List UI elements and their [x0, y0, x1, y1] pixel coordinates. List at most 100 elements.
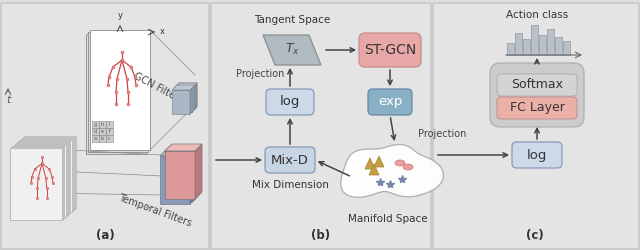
Polygon shape — [174, 83, 197, 88]
Polygon shape — [174, 83, 197, 88]
Text: Mix-D: Mix-D — [271, 154, 309, 166]
Text: Action class: Action class — [506, 10, 568, 20]
Text: Manifold Space: Manifold Space — [348, 214, 428, 224]
Polygon shape — [20, 139, 73, 211]
Polygon shape — [174, 88, 192, 112]
Text: Tangent Space: Tangent Space — [254, 15, 330, 25]
Text: e: e — [101, 129, 104, 134]
Polygon shape — [192, 147, 199, 202]
FancyBboxPatch shape — [433, 3, 639, 249]
Bar — [539, 35, 546, 55]
Polygon shape — [165, 144, 202, 151]
Text: $\mathit{T}_x$: $\mathit{T}_x$ — [285, 42, 300, 56]
Bar — [92, 135, 99, 142]
Polygon shape — [22, 138, 74, 210]
Text: d: d — [94, 129, 97, 134]
Text: Temporal Filters: Temporal Filters — [117, 192, 193, 228]
FancyBboxPatch shape — [368, 89, 412, 115]
Text: (b): (b) — [312, 229, 331, 242]
Text: x: x — [160, 28, 165, 36]
Polygon shape — [172, 85, 195, 90]
Polygon shape — [263, 35, 321, 65]
Polygon shape — [90, 30, 150, 150]
Text: g: g — [94, 122, 97, 127]
FancyBboxPatch shape — [266, 89, 314, 115]
Text: GCN Filters: GCN Filters — [132, 71, 184, 105]
Bar — [99, 128, 106, 135]
Bar — [106, 121, 113, 128]
Text: Softmax: Softmax — [511, 78, 563, 92]
Polygon shape — [23, 137, 76, 209]
Polygon shape — [86, 34, 146, 154]
Polygon shape — [165, 151, 195, 199]
Polygon shape — [162, 154, 192, 202]
Polygon shape — [365, 158, 375, 169]
Polygon shape — [15, 144, 67, 216]
Text: c: c — [108, 136, 111, 141]
Polygon shape — [16, 143, 68, 215]
Polygon shape — [13, 145, 65, 217]
Polygon shape — [340, 144, 444, 197]
Text: exp: exp — [378, 96, 402, 108]
Ellipse shape — [403, 164, 413, 170]
Bar — [99, 121, 106, 128]
Polygon shape — [164, 145, 201, 152]
FancyBboxPatch shape — [497, 97, 577, 119]
Polygon shape — [17, 142, 69, 214]
Text: b: b — [101, 136, 104, 141]
Polygon shape — [162, 147, 199, 154]
Text: (c): (c) — [526, 229, 544, 242]
Polygon shape — [19, 141, 70, 213]
Polygon shape — [374, 156, 384, 167]
FancyBboxPatch shape — [359, 33, 421, 67]
Polygon shape — [11, 147, 63, 219]
Polygon shape — [160, 149, 197, 156]
Polygon shape — [160, 156, 190, 204]
Text: ST-GCN: ST-GCN — [364, 43, 416, 57]
Text: Projection: Projection — [418, 129, 467, 139]
Text: a: a — [94, 136, 97, 141]
FancyBboxPatch shape — [265, 147, 315, 173]
Polygon shape — [195, 144, 202, 199]
Bar — [515, 33, 522, 55]
Text: log: log — [527, 148, 547, 162]
Bar — [92, 128, 99, 135]
Text: Projection: Projection — [236, 69, 284, 79]
Ellipse shape — [395, 160, 405, 166]
Polygon shape — [164, 152, 194, 200]
Bar — [523, 39, 530, 55]
Polygon shape — [194, 145, 201, 200]
Text: Mix Dimension: Mix Dimension — [252, 180, 328, 190]
Text: log: log — [280, 96, 300, 108]
FancyBboxPatch shape — [490, 63, 584, 127]
Bar — [99, 135, 106, 142]
Polygon shape — [192, 83, 197, 112]
Bar — [507, 43, 514, 55]
Polygon shape — [88, 32, 148, 152]
Bar — [563, 41, 570, 55]
Polygon shape — [12, 146, 65, 218]
Polygon shape — [369, 164, 379, 175]
Bar — [555, 37, 562, 55]
Bar — [106, 128, 113, 135]
Text: (a): (a) — [95, 229, 115, 242]
Bar — [92, 121, 99, 128]
Polygon shape — [192, 83, 197, 112]
Text: i: i — [109, 122, 110, 127]
Polygon shape — [190, 85, 195, 114]
Text: t: t — [6, 95, 10, 105]
Text: ...: ... — [145, 200, 154, 210]
Text: FC Layer: FC Layer — [509, 102, 564, 114]
Bar — [106, 135, 113, 142]
Polygon shape — [174, 88, 192, 112]
Polygon shape — [24, 136, 76, 208]
Bar — [531, 25, 538, 55]
FancyBboxPatch shape — [1, 3, 209, 249]
Polygon shape — [190, 149, 197, 204]
Bar — [547, 29, 554, 55]
Text: f: f — [109, 129, 110, 134]
Polygon shape — [172, 90, 190, 114]
Text: y: y — [118, 11, 122, 20]
FancyBboxPatch shape — [497, 74, 577, 96]
FancyBboxPatch shape — [211, 3, 431, 249]
